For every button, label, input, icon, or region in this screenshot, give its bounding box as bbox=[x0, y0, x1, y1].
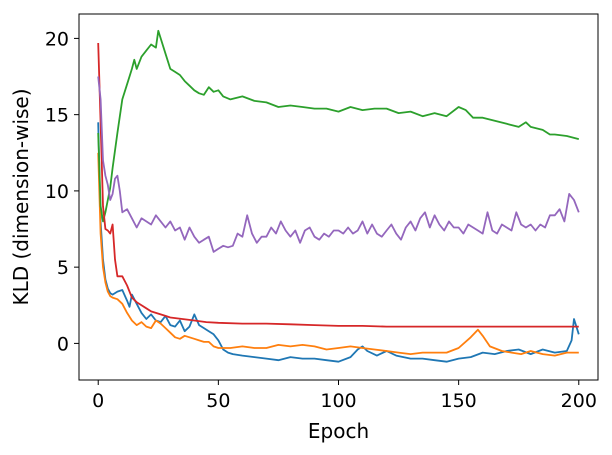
series-line-3 bbox=[97, 29, 580, 223]
y-tick-label: 10 bbox=[45, 181, 69, 203]
y-tick-label: 5 bbox=[57, 257, 69, 279]
series-line-5 bbox=[97, 76, 580, 253]
y-tick-label: 20 bbox=[45, 28, 69, 50]
x-tick-label: 200 bbox=[561, 390, 597, 412]
series-line-2 bbox=[97, 152, 579, 357]
x-axis: 0 50 100 150 200 bbox=[92, 380, 597, 412]
y-axis-label: KLD (dimension-wise) bbox=[9, 88, 33, 305]
x-axis-label: Epoch bbox=[308, 419, 369, 443]
series-layer bbox=[97, 29, 580, 363]
x-tick-label: 50 bbox=[206, 390, 230, 412]
y-axis: 0 5 10 15 20 bbox=[45, 28, 79, 355]
y-tick-label: 15 bbox=[45, 105, 69, 127]
x-tick-label: 150 bbox=[441, 390, 477, 412]
series-line-4 bbox=[97, 42, 579, 328]
x-tick-label: 100 bbox=[320, 390, 356, 412]
x-tick-label: 0 bbox=[92, 390, 104, 412]
y-tick-label: 0 bbox=[57, 333, 69, 355]
